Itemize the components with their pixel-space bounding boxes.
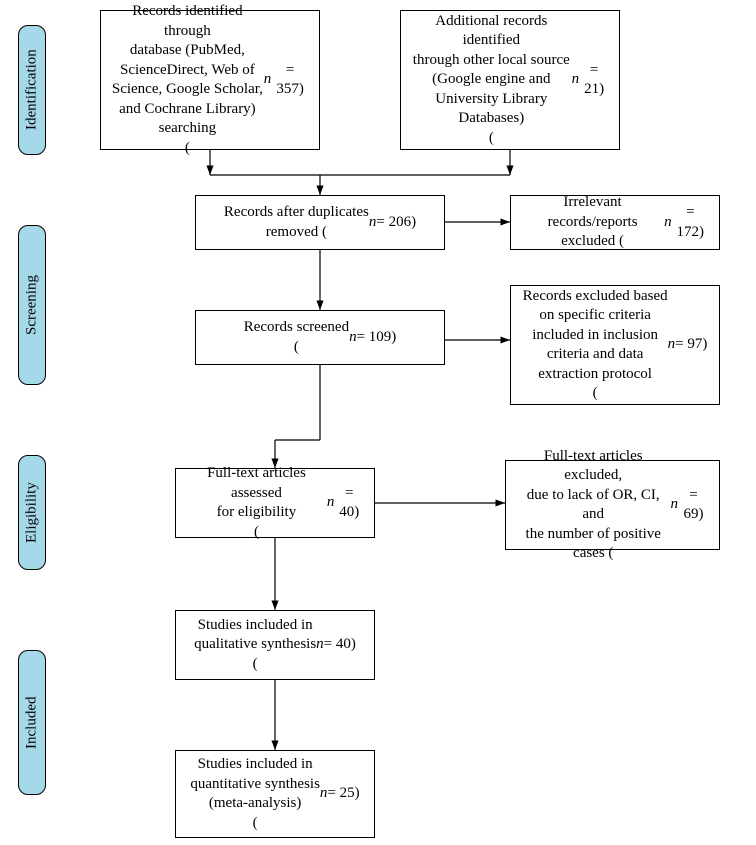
box-quant: Studies included inquantitative synthesi… xyxy=(175,750,375,838)
box-qual: Studies included inqualitative synthesis… xyxy=(175,610,375,680)
stage-eligibility: Eligibility xyxy=(18,455,46,570)
box-screened: Records screened(n = 109) xyxy=(195,310,445,365)
box-excl-crit: Records excluded basedon specific criter… xyxy=(510,285,720,405)
box-ft-excl: Full-text articles excluded,due to lack … xyxy=(505,460,720,550)
stage-identification: Identification xyxy=(18,25,46,155)
box-irrel: Irrelevant records/reportsexcluded (n = … xyxy=(510,195,720,250)
box-other: Additional records identifiedthrough oth… xyxy=(400,10,620,150)
stage-screening: Screening xyxy=(18,225,46,385)
stage-included: Included xyxy=(18,650,46,795)
box-fulltext: Full-text articles assessedfor eligibili… xyxy=(175,468,375,538)
box-db: Records identified throughdatabase (PubM… xyxy=(100,10,320,150)
box-dup: Records after duplicatesremoved (n = 206… xyxy=(195,195,445,250)
